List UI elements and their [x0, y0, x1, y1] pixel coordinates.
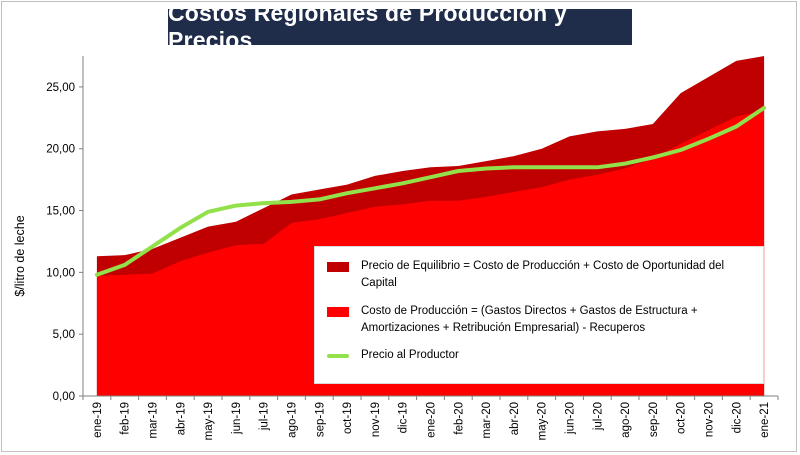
x-tick-label: nov-20	[704, 402, 716, 437]
x-tick-label: nov-19	[370, 402, 382, 437]
y-axis-label: $/litro de leche	[13, 215, 27, 296]
x-tick-label: ene-21	[759, 402, 771, 438]
y-tick-label: 5,00	[53, 329, 75, 341]
x-tick-label: ene-19	[92, 402, 104, 438]
x-tick-label: feb-19	[120, 402, 132, 435]
x-tick-label: may-20	[537, 402, 549, 440]
x-tick-label: ene-20	[426, 402, 438, 438]
x-tick-label: jun-19	[231, 402, 243, 435]
x-tick-label: feb-20	[453, 402, 465, 435]
legend-label-precio: Precio al Productor	[361, 349, 459, 361]
y-tick-label: 15,00	[46, 206, 75, 218]
x-tick-label: sep-20	[648, 402, 660, 437]
y-tick-label: 25,00	[46, 82, 75, 94]
x-tick-label: dic-20	[731, 402, 743, 433]
y-tick-label: 0,00	[53, 391, 75, 403]
x-tick-label: oct-19	[342, 402, 354, 434]
y-tick-label: 10,00	[46, 267, 75, 279]
legend-item-precio: Precio al Productor	[327, 347, 746, 364]
x-tick-label: may-19	[203, 402, 215, 440]
legend-swatch-costo	[327, 307, 349, 317]
x-tick-label: abr-20	[509, 402, 521, 435]
legend-item-equilibrio: Precio de Equilibrio = Costo de Producci…	[327, 258, 746, 292]
line-series-2	[94, 105, 767, 277]
x-tick-label: mar-19	[148, 402, 160, 438]
x-tick-label: ago-20	[620, 402, 632, 438]
legend-label-costo: Costo de Producción = (Gastos Directos +…	[361, 305, 698, 334]
x-tick-label: sep-19	[314, 402, 326, 437]
x-tick-label: jun-20	[565, 402, 577, 435]
x-tick-label: jul-19	[259, 402, 271, 431]
legend-swatch-equilibrio	[327, 262, 349, 272]
legend: Precio de Equilibrio = Costo de Producci…	[314, 246, 764, 384]
x-tick-label: abr-19	[175, 402, 187, 435]
legend-item-costo: Costo de Producción = (Gastos Directos +…	[327, 303, 746, 337]
legend-swatch-precio	[327, 354, 349, 358]
x-tick-label: jul-20	[592, 402, 604, 431]
x-tick-label: dic-19	[398, 402, 410, 433]
x-tick-label: oct-20	[676, 402, 688, 434]
legend-label-equilibrio: Precio de Equilibrio = Costo de Producci…	[361, 260, 725, 289]
x-tick-label: ago-19	[287, 402, 299, 438]
y-tick-label: 20,00	[46, 144, 75, 156]
x-tick-label: mar-20	[481, 402, 493, 438]
